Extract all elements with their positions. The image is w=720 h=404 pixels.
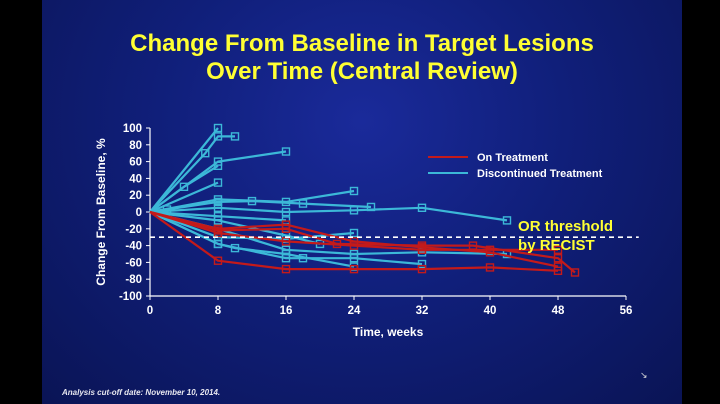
data-point-marker — [281, 249, 291, 259]
data-point-marker — [553, 262, 563, 271]
chart: 100 80 60 40 20 0 -20 -40 -60 -80 -100 0 8 16 24 32 40 48… — [94, 123, 639, 339]
data-point-marker — [213, 161, 223, 171]
x-tick-label: 24 — [348, 305, 361, 317]
data-point-marker — [349, 237, 359, 246]
slide: Change From Baseline in Target Lesions O… — [42, 0, 682, 404]
data-point-marker — [213, 197, 223, 207]
data-point-marker — [281, 207, 291, 217]
data-point-marker — [162, 205, 172, 214]
slide-title-line1: Change From Baseline in Target Lesions — [130, 30, 594, 57]
data-point-marker — [485, 248, 495, 257]
data-point-marker — [213, 216, 223, 225]
y-tick-label: -80 — [125, 274, 142, 286]
x-tick-label: 0 — [147, 305, 153, 317]
series-line-discontinued — [149, 164, 219, 213]
y-tick-label: -100 — [119, 291, 142, 303]
data-point-marker — [230, 243, 240, 253]
y-tick-label: 60 — [129, 157, 142, 169]
y-tick-label: -60 — [125, 257, 142, 269]
y-tick-label: 20 — [129, 190, 142, 202]
y-tick-label: 80 — [129, 140, 142, 152]
data-point-marker — [417, 243, 427, 252]
data-point-marker — [417, 264, 427, 274]
data-point-marker — [553, 253, 563, 263]
data-point-marker — [213, 256, 223, 265]
series-line-on-treatment — [149, 210, 559, 268]
data-point-marker — [213, 224, 223, 234]
x-tick-label: 56 — [620, 305, 633, 317]
y-axis-label: Change From Baseline, % — [94, 138, 108, 286]
series-line-discontinued — [149, 211, 355, 268]
data-point-marker — [213, 132, 223, 141]
series-line-on-treatment — [149, 210, 576, 274]
data-point-marker — [230, 132, 240, 141]
series-line-discontinued — [149, 210, 321, 245]
legend-entry-label: Discontinued Treatment — [477, 168, 603, 180]
data-point-marker — [281, 264, 291, 274]
slide-title-line2: Over Time (Central Review) — [206, 58, 518, 85]
data-point-marker — [213, 203, 223, 213]
y-tick-label: 40 — [129, 173, 142, 185]
or-threshold-label-line1: OR threshold — [518, 218, 613, 235]
x-axis-label: Time, weeks — [353, 325, 424, 339]
x-tick-label: 16 — [280, 305, 293, 317]
data-point-marker — [417, 203, 427, 213]
series-line-discontinued — [149, 206, 508, 222]
data-point-marker — [281, 147, 291, 156]
series-line-discontinued — [149, 200, 372, 214]
data-point-marker — [349, 228, 359, 238]
cursor-icon: ↘ — [640, 370, 648, 380]
y-tick-label: 0 — [136, 207, 142, 219]
y-tick-label: 100 — [123, 123, 142, 135]
data-point-marker — [570, 268, 580, 277]
x-tick-label: 32 — [416, 305, 429, 317]
legend-entry-label: On Treatment — [477, 152, 548, 164]
data-point-marker — [179, 182, 189, 192]
series-line-discontinued — [149, 127, 219, 213]
series-line-on-treatment — [149, 211, 559, 272]
series-line-discontinued — [149, 135, 235, 213]
data-point-marker — [247, 196, 257, 206]
footnote: Analysis cut-off date: November 10, 2014… — [62, 388, 221, 397]
data-point-marker — [281, 220, 291, 229]
y-tick-label: -40 — [125, 241, 142, 253]
data-point-marker — [502, 216, 512, 225]
data-point-marker — [553, 245, 563, 255]
data-point-marker — [213, 123, 223, 133]
or-threshold-label-line2: by RECIST — [518, 237, 595, 254]
data-point-marker — [213, 178, 223, 187]
data-point-marker — [349, 253, 359, 263]
data-point-marker — [349, 186, 359, 196]
data-point-marker — [201, 148, 210, 158]
data-point-marker — [349, 206, 359, 215]
x-tick-label: 8 — [215, 305, 222, 317]
x-tick-label: 40 — [484, 305, 497, 317]
series-line-discontinued — [149, 181, 219, 214]
data-point-marker — [349, 264, 359, 274]
x-tick-label: 48 — [552, 305, 565, 317]
data-point-marker — [485, 263, 495, 272]
data-point-marker — [417, 259, 427, 269]
data-point-marker — [298, 199, 308, 208]
y-tick-label: -20 — [125, 224, 142, 236]
